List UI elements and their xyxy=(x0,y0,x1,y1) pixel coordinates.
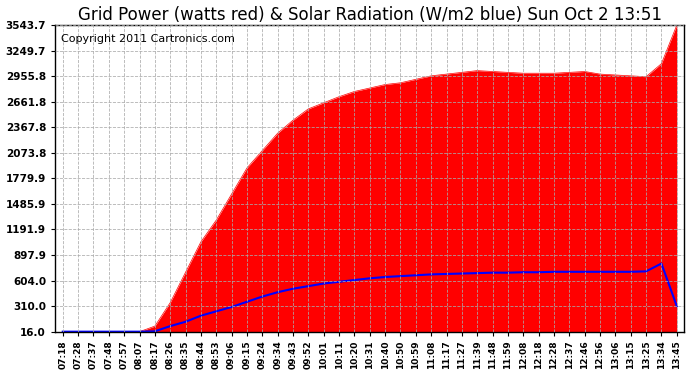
Text: Copyright 2011 Cartronics.com: Copyright 2011 Cartronics.com xyxy=(61,34,235,44)
Title: Grid Power (watts red) & Solar Radiation (W/m2 blue) Sun Oct 2 13:51: Grid Power (watts red) & Solar Radiation… xyxy=(78,6,662,24)
